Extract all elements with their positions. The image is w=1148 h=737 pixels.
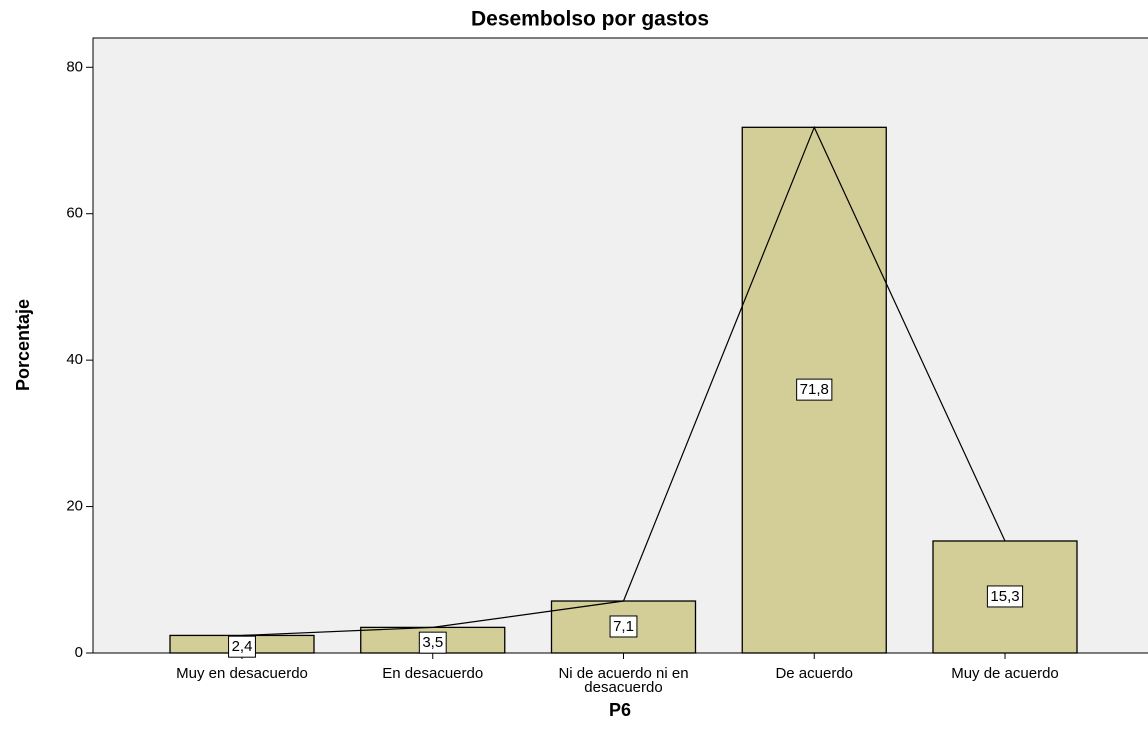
- data-label: 7,1: [613, 618, 634, 635]
- x-tick-label: De acuerdo: [775, 665, 854, 682]
- data-label-box: [796, 378, 833, 401]
- y-tick-label: 80: [66, 58, 83, 75]
- chart-title: Desembolso por gastos: [471, 8, 709, 31]
- y-tick-label: 20: [66, 498, 83, 515]
- y-axis-label: Porcentaje: [13, 299, 33, 391]
- data-label-box: [418, 631, 447, 654]
- data-label: 2,4: [232, 638, 253, 655]
- y-tick-label: 0: [75, 644, 83, 661]
- y-tick-label: 40: [66, 351, 83, 368]
- data-label-box: [228, 635, 256, 658]
- data-label-box: [609, 615, 638, 638]
- data-label: 71,8: [800, 381, 829, 398]
- x-tick-label: En desacuerdo: [382, 665, 484, 682]
- data-label: 3,5: [422, 634, 443, 651]
- data-label-box: [986, 585, 1024, 608]
- line: [241, 125, 1006, 637]
- x-axis-label: P6: [609, 700, 631, 720]
- y-tick-label: 60: [66, 205, 83, 222]
- x-tick-label: Muy en desacuerdo: [176, 665, 308, 682]
- data-label: 15,3: [990, 588, 1019, 605]
- x-tick-label: Ni de acuerdo ni en desacuerdo: [558, 665, 689, 696]
- x-tick-label: Muy de acuerdo: [951, 665, 1059, 682]
